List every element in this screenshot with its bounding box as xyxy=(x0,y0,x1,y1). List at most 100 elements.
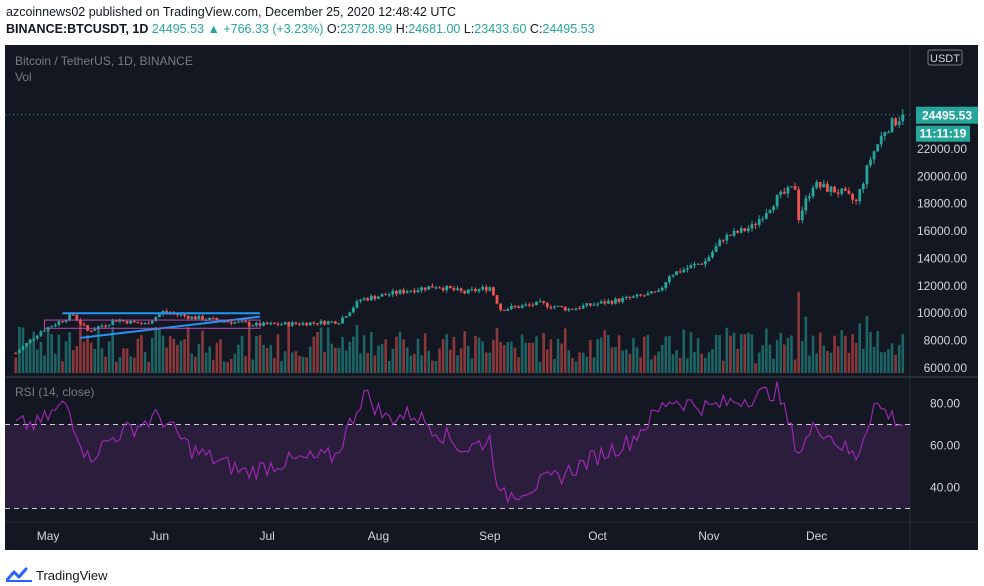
volume-bar xyxy=(793,359,797,373)
volume-bar xyxy=(664,336,668,373)
candle-body xyxy=(703,261,707,265)
volume-bar xyxy=(39,342,43,373)
volume-bar xyxy=(14,357,18,373)
volume-bar xyxy=(854,342,858,373)
candle-body xyxy=(818,181,822,188)
candle-body xyxy=(43,330,46,332)
volume-bar xyxy=(68,332,71,373)
volume-bar xyxy=(46,330,50,373)
volume-bar xyxy=(707,352,711,373)
candle-body xyxy=(46,327,50,331)
volume-bar xyxy=(862,348,865,373)
candle-body xyxy=(869,159,872,166)
candle-body xyxy=(556,305,560,307)
volume-bar xyxy=(804,316,808,373)
candle-body xyxy=(434,287,438,289)
volume-bar xyxy=(89,342,93,373)
candle-body xyxy=(750,224,754,229)
candle-body xyxy=(132,320,136,323)
volume-bar xyxy=(858,323,862,373)
volume-bar xyxy=(172,338,176,373)
volume-bar xyxy=(201,330,204,373)
volume-bar xyxy=(222,361,226,373)
chart-canvas[interactable]: 6000.00 8000.00 10000.00 12000.00 14000.00 16… xyxy=(0,40,984,550)
volume-bar xyxy=(786,337,790,373)
volume-bar xyxy=(571,357,574,373)
volume-bar xyxy=(614,346,617,373)
volume-bar xyxy=(790,335,793,373)
candle-body xyxy=(190,316,194,319)
volume-bar xyxy=(330,343,334,373)
price-tick-label: 10000.00 xyxy=(917,306,967,320)
countdown-text: 11:11:19 xyxy=(920,127,967,141)
candle-body xyxy=(474,289,477,292)
volume-bar xyxy=(585,356,589,373)
price-tick-label: 18000.00 xyxy=(917,197,967,211)
volume-bar xyxy=(553,359,556,373)
volume-bar xyxy=(97,326,100,373)
volume-bar xyxy=(276,334,280,373)
price-tick-label: 16000.00 xyxy=(917,224,967,238)
volume-bar xyxy=(344,350,348,373)
volume-bar xyxy=(761,345,765,373)
volume-bar xyxy=(43,355,46,373)
volume-bar xyxy=(337,347,341,373)
volume-bar xyxy=(599,337,603,373)
candle-body xyxy=(463,290,467,294)
volume-bar xyxy=(398,331,402,373)
candle-body xyxy=(786,187,790,194)
candle-body xyxy=(237,321,240,323)
volume-bar xyxy=(111,326,115,373)
high-value: 24681.00 xyxy=(408,22,461,36)
candle-body xyxy=(826,183,829,192)
candle-body xyxy=(233,322,237,324)
candle-body xyxy=(685,268,689,270)
volume-bar xyxy=(513,347,517,373)
candle-body xyxy=(581,305,585,309)
volume-bar xyxy=(671,354,675,373)
rsi-tick-label: 80.00 xyxy=(930,397,960,411)
candle-body xyxy=(283,322,287,325)
volume-bar xyxy=(183,339,186,373)
candle-body xyxy=(319,320,323,325)
candle-body xyxy=(517,306,520,308)
candle-body xyxy=(678,271,682,273)
candle-body xyxy=(333,321,337,324)
volume-bar xyxy=(729,335,732,373)
volume-bar xyxy=(650,359,653,373)
candle-body xyxy=(481,286,485,290)
volume-bar xyxy=(488,352,492,373)
volume-bar xyxy=(423,333,427,373)
range-box xyxy=(44,319,261,329)
volume-bar xyxy=(366,352,370,373)
volume-bar xyxy=(71,350,75,373)
price-tick-label: 12000.00 xyxy=(917,279,967,293)
candle-body xyxy=(484,286,488,291)
candle-body xyxy=(298,323,301,325)
symbol-label[interactable]: BINANCE:BTCUSDT, 1D xyxy=(6,22,149,36)
volume-bar xyxy=(466,345,470,373)
volume-bar xyxy=(150,338,154,373)
volume-bar xyxy=(581,352,585,373)
candle-body xyxy=(800,210,804,221)
candle-body xyxy=(269,322,273,325)
volume-bar xyxy=(463,331,466,373)
volume-bar xyxy=(693,351,696,373)
candle-body xyxy=(326,321,330,325)
candle-body xyxy=(265,322,269,325)
volume-bar xyxy=(682,329,686,373)
candle-body xyxy=(68,314,72,321)
volume-bar xyxy=(668,335,671,373)
candle-body xyxy=(305,322,309,326)
tradingview-brand[interactable]: TradingView xyxy=(36,567,108,583)
candle-body xyxy=(402,289,406,294)
candle-body xyxy=(104,325,107,327)
volume-bar xyxy=(427,350,431,373)
volume-bar xyxy=(262,344,265,373)
candle-body xyxy=(495,295,499,304)
candle-body xyxy=(545,302,549,308)
last-price-tag xyxy=(916,106,978,124)
volume-bar xyxy=(143,352,147,373)
open-value: 23728.99 xyxy=(340,22,393,36)
candle-body xyxy=(459,288,463,291)
